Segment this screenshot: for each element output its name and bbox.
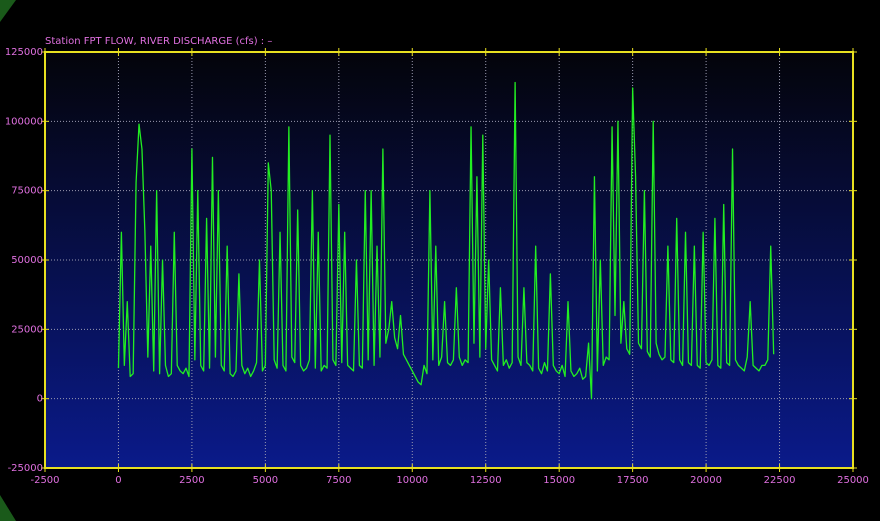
- x-tick-label: 25000: [837, 475, 869, 486]
- y-tick-label: 75000: [11, 186, 43, 197]
- y-tick-label: 50000: [11, 255, 43, 266]
- corner-decoration: [0, 495, 16, 521]
- x-tick-label: 2500: [179, 475, 204, 486]
- plot-area: [45, 52, 853, 468]
- y-tick-label: 25000: [11, 324, 43, 335]
- x-tick-label: 22500: [764, 475, 796, 486]
- y-tick-label: 0: [37, 394, 43, 405]
- x-tick-label: 0: [115, 475, 121, 486]
- y-tick-label: 100000: [5, 116, 43, 127]
- x-tick-label: 10000: [396, 475, 428, 486]
- corner-decoration: [0, 0, 16, 22]
- plot-border: [44, 51, 854, 469]
- x-tick-label: 17500: [617, 475, 649, 486]
- data-line: [117, 81, 775, 400]
- y-tick-label: 125000: [5, 47, 43, 58]
- x-tick-label: 5000: [253, 475, 278, 486]
- x-tick-label: 20000: [690, 475, 722, 486]
- x-tick-label: 12500: [470, 475, 502, 486]
- x-tick-label: 7500: [326, 475, 351, 486]
- y-tick-label: -25000: [8, 463, 43, 474]
- x-tick-label: -2500: [30, 475, 59, 486]
- chart-title: Station FPT FLOW, RIVER DISCHARGE (cfs) …: [45, 36, 272, 47]
- x-tick-label: 15000: [543, 475, 575, 486]
